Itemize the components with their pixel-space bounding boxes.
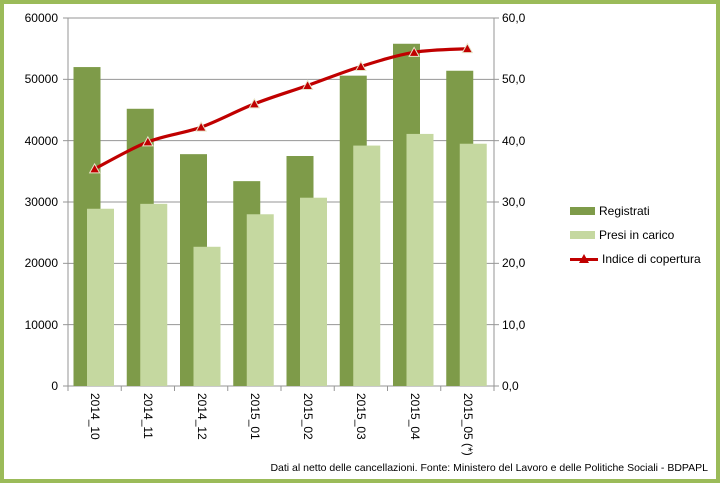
category-label-3: 2015_01 bbox=[247, 393, 262, 440]
legend: Registrati Presi in carico Indice di cop… bbox=[570, 204, 701, 266]
left-axis-tick-label: 20000 bbox=[24, 256, 58, 271]
presi-in-carico-swatch-icon bbox=[570, 231, 595, 239]
bar-presi-in-carico-3 bbox=[246, 214, 274, 386]
category-label-2: 2014_12 bbox=[194, 393, 209, 440]
legend-label-presi-in-carico: Presi in carico bbox=[599, 228, 675, 242]
coverage-marker-3 bbox=[248, 97, 261, 109]
right-axis-tick-label: 0,0 bbox=[502, 379, 519, 393]
legend-label-indice-di-copertura: Indice di copertura bbox=[602, 252, 701, 266]
coverage-marker-4 bbox=[301, 79, 314, 90]
bar-presi-in-carico-6 bbox=[406, 133, 434, 386]
right-axis-tick-label: 50,0 bbox=[502, 72, 526, 87]
category-label-6: 2015_04 bbox=[407, 393, 422, 440]
coverage-marker-1 bbox=[142, 135, 154, 147]
coverage-marker-6 bbox=[408, 46, 420, 57]
right-axis-tick-label: 40,0 bbox=[502, 133, 526, 148]
bar-presi-in-carico-1 bbox=[140, 203, 168, 386]
coverage-marker-0 bbox=[88, 162, 101, 174]
left-axis-tick-label: 0 bbox=[51, 379, 58, 393]
legend-item-registrati: Registrati bbox=[570, 204, 701, 218]
category-label-5: 2015_03 bbox=[354, 393, 369, 440]
line-marker-sample-icon bbox=[570, 254, 598, 264]
right-axis-tick-label: 60,0 bbox=[502, 11, 526, 25]
coverage-marker-5 bbox=[355, 60, 367, 71]
category-label-7: 2015_05 (*) bbox=[460, 393, 475, 456]
right-axis-tick-label: 20,0 bbox=[502, 256, 526, 271]
bar-presi-in-carico-7 bbox=[459, 143, 487, 386]
left-axis-tick-label: 40000 bbox=[24, 133, 58, 148]
plot-area bbox=[63, 17, 499, 391]
triangle-marker-icon bbox=[579, 254, 589, 263]
bar-presi-in-carico-2 bbox=[193, 246, 221, 386]
category-label-4: 2015_02 bbox=[301, 393, 316, 440]
left-axis-tick-label: 50000 bbox=[24, 72, 58, 87]
legend-label-registrati: Registrati bbox=[599, 204, 650, 218]
bar-presi-in-carico-4 bbox=[300, 197, 327, 386]
coverage-line bbox=[93, 47, 469, 171]
coverage-marker-7 bbox=[461, 42, 474, 54]
right-axis-tick-label: 10,0 bbox=[502, 317, 526, 332]
right-axis-tick-label: 30,0 bbox=[502, 195, 526, 209]
left-axis-tick-label: 10000 bbox=[24, 317, 58, 332]
legend-item-indice-di-copertura: Indice di copertura bbox=[570, 252, 701, 266]
coverage-marker-2 bbox=[195, 121, 207, 132]
source-note: Dati al netto delle cancellazioni. Fonte… bbox=[270, 462, 708, 474]
registrati-swatch-icon bbox=[570, 207, 595, 215]
bar-presi-in-carico-0 bbox=[87, 208, 114, 386]
left-axis-tick-label: 30000 bbox=[24, 195, 58, 209]
left-axis-tick-label: 60000 bbox=[24, 11, 58, 25]
bar-presi-in-carico-5 bbox=[353, 145, 381, 386]
category-label-0: 2014_10 bbox=[88, 393, 103, 440]
legend-item-presi-in-carico: Presi in carico bbox=[570, 228, 701, 242]
category-label-1: 2014_11 bbox=[141, 393, 156, 439]
